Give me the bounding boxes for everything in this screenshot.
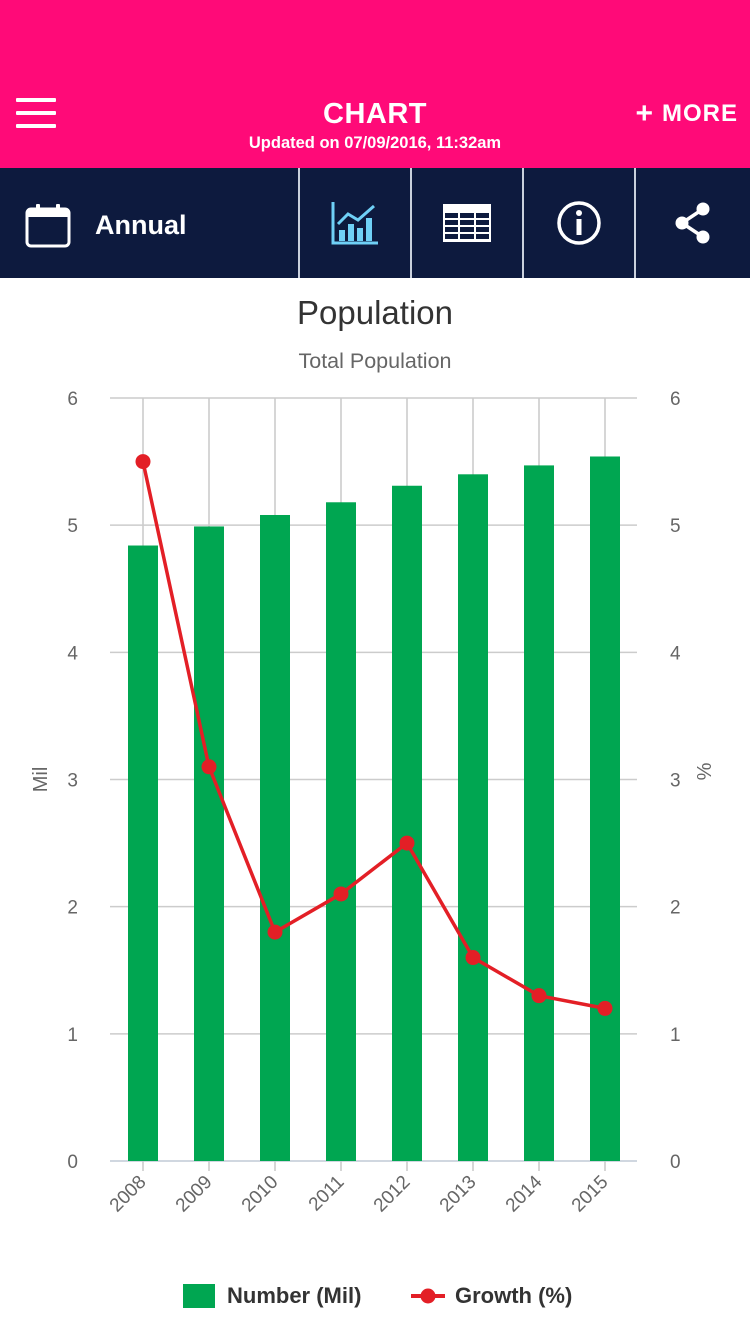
y-left-tick-label: 2 xyxy=(67,898,78,919)
y-left-tick-label: 0 xyxy=(67,1152,78,1173)
growth-line xyxy=(141,461,606,1011)
more-label: MORE xyxy=(662,100,738,127)
growth-point-2014 xyxy=(531,988,547,1004)
y-left-tick-label: 6 xyxy=(67,389,78,410)
x-tick-label: 2012 xyxy=(370,1172,415,1217)
app-header: CHART Updated on 07/09/2016, 11:32am + M… xyxy=(0,0,750,168)
growth-point-2008 xyxy=(135,454,151,470)
hamburger-icon[interactable] xyxy=(16,98,56,130)
bar-2015 xyxy=(590,456,620,1161)
y-left-tick-label: 4 xyxy=(67,643,78,664)
y-right-tick-label: 1 xyxy=(670,1025,681,1046)
toolbar: Annual xyxy=(0,168,750,278)
growth-point-2013 xyxy=(465,950,481,966)
growth-point-2011 xyxy=(333,886,349,902)
growth-point-2012 xyxy=(399,835,415,851)
x-tick-label: 2009 xyxy=(172,1172,217,1217)
growth-point-2010 xyxy=(267,924,283,940)
info-button[interactable] xyxy=(522,168,634,278)
more-button[interactable]: + MORE xyxy=(635,97,738,130)
chart-subtitle: Total Population xyxy=(298,349,452,373)
bar-2009 xyxy=(194,526,224,1161)
y-right-tick-label: 5 xyxy=(670,516,681,537)
x-tick-label: 2014 xyxy=(502,1171,547,1216)
period-label: Annual xyxy=(95,210,187,240)
chart-icon xyxy=(331,202,378,245)
y-left-axis-title: Mil xyxy=(30,767,52,793)
period-selector[interactable]: Annual xyxy=(0,168,298,278)
x-tick-label: 2011 xyxy=(305,1172,349,1216)
share-button[interactable] xyxy=(634,168,750,278)
table-view-button[interactable] xyxy=(410,168,522,278)
bar-2010 xyxy=(260,514,290,1161)
chart-legend: Number (Mil) Growth (%) xyxy=(0,1280,750,1312)
growth-point-2009 xyxy=(201,759,217,775)
y-right-tick-label: 2 xyxy=(670,898,681,919)
calendar-icon xyxy=(25,204,71,248)
chart-view-button[interactable] xyxy=(298,168,410,278)
y-left-tick-label: 1 xyxy=(67,1025,78,1046)
bar-2013 xyxy=(458,474,488,1161)
y-right-axis-title: % xyxy=(694,762,716,780)
x-tick-label: 2015 xyxy=(568,1172,613,1217)
page-title: CHART xyxy=(323,98,427,130)
chart-title: Population xyxy=(297,294,453,331)
bar-2014 xyxy=(524,465,554,1162)
plus-icon: + xyxy=(635,97,654,130)
y-right-tick-label: 3 xyxy=(670,771,681,792)
legend-label-number: Number (Mil) xyxy=(227,1283,362,1308)
updated-timestamp: Updated on 07/09/2016, 11:32am xyxy=(248,134,502,152)
table-icon xyxy=(443,204,491,242)
y-left-tick-label: 3 xyxy=(67,771,78,792)
share-icon xyxy=(675,202,710,244)
legend-item-growth[interactable]: Growth (%) xyxy=(411,1280,572,1312)
x-tick-label: 2008 xyxy=(106,1172,151,1217)
info-icon xyxy=(557,201,601,245)
bar-2012 xyxy=(392,485,422,1161)
legend-line-swatch xyxy=(411,1288,445,1304)
bar-2011 xyxy=(326,502,356,1161)
y-right-tick-label: 4 xyxy=(670,643,681,664)
x-tick-label: 2010 xyxy=(238,1172,283,1217)
growth-point-2015 xyxy=(597,1000,613,1016)
bar-2008 xyxy=(128,545,158,1161)
x-tick-label: 2013 xyxy=(436,1172,481,1217)
y-right-tick-label: 0 xyxy=(670,1152,681,1173)
y-right-tick-label: 6 xyxy=(670,389,681,410)
y-left-tick-label: 5 xyxy=(67,516,78,537)
legend-label-growth: Growth (%) xyxy=(455,1283,573,1308)
legend-item-number[interactable]: Number (Mil) xyxy=(183,1280,361,1312)
legend-bar-swatch xyxy=(183,1284,215,1308)
